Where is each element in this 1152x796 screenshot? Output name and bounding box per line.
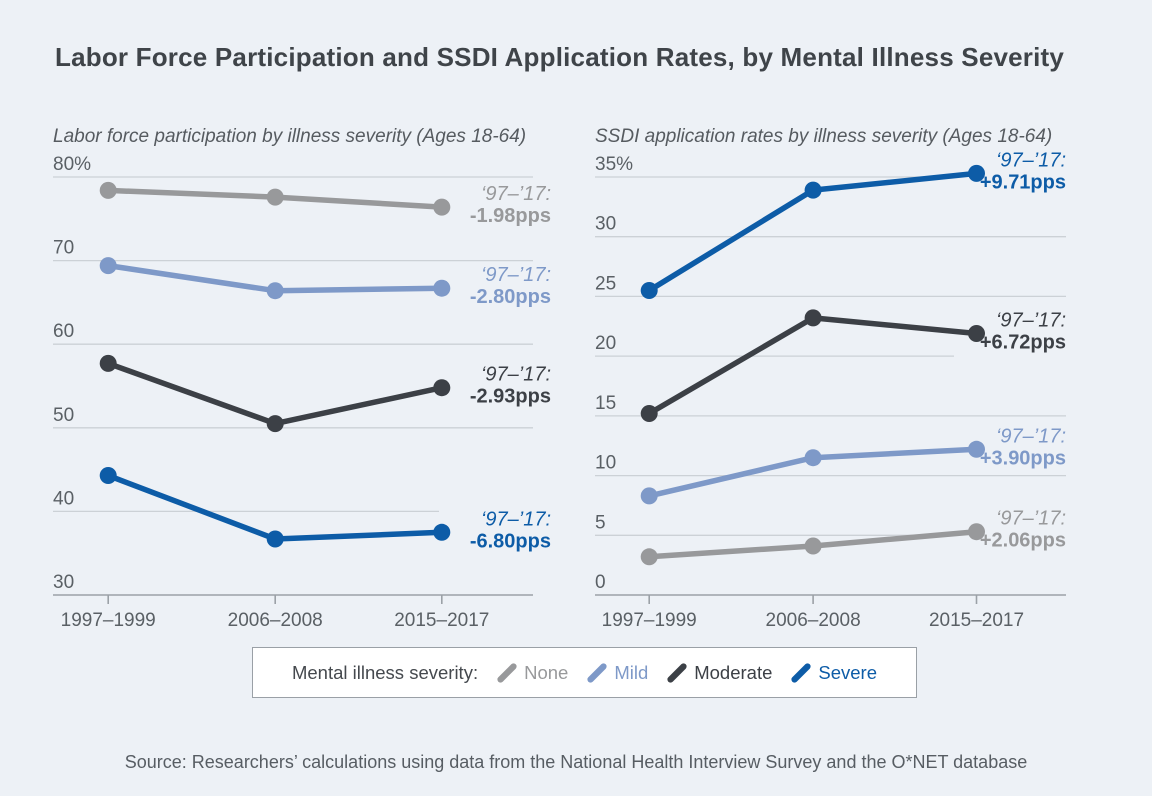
series-line-severe <box>105 472 445 542</box>
y-axis-label: 30 <box>53 572 74 593</box>
legend-item-severe: Severe <box>790 662 877 684</box>
x-axis-label: 1997–1999 <box>61 610 156 631</box>
y-axis-label: 0 <box>595 572 606 593</box>
y-axis-label: 80% <box>53 154 91 175</box>
legend-item-none: None <box>496 662 568 684</box>
y-axis-label: 40 <box>53 488 74 509</box>
series-line-moderate <box>646 315 980 417</box>
data-point-severe <box>968 164 985 182</box>
y-axis-label: 70 <box>53 238 74 259</box>
data-point-moderate <box>433 379 451 397</box>
data-point-none <box>266 188 284 206</box>
data-point-none <box>99 181 117 199</box>
line-swatch-icon <box>791 662 811 683</box>
x-axis-label: 2015–2017 <box>394 610 489 631</box>
source-note: Source: Researchers’ calculations using … <box>124 752 1028 772</box>
chart-labor-force-participation: Labor force participation by illness sev… <box>53 126 613 706</box>
data-point-severe <box>640 282 658 299</box>
series-line-moderate <box>105 360 445 427</box>
legend-item-label: Mild <box>614 661 649 683</box>
x-axis-label: 1997–1999 <box>602 610 697 631</box>
data-point-severe <box>433 523 451 541</box>
annotation-delta-none: +2.06pps <box>980 530 1066 552</box>
line-swatch-icon <box>667 662 687 683</box>
chart-ssdi-application-rates: SSDI application rates by illness severi… <box>595 126 1152 706</box>
data-point-none <box>640 548 658 566</box>
y-axis-label: 10 <box>595 453 616 474</box>
data-point-none <box>804 537 822 555</box>
line-swatch-icon <box>497 662 517 683</box>
legend-item-mild: Mild <box>586 662 648 684</box>
annotation-period-severe: ‘97–’17: <box>996 149 1066 171</box>
legend-item-label: Severe <box>818 661 878 683</box>
annotation-delta-mild: +3.90pps <box>980 447 1066 469</box>
y-axis-label: 35% <box>595 154 633 175</box>
data-point-moderate <box>640 405 658 422</box>
annotation-period-severe: ‘97–’17: <box>481 508 551 530</box>
y-axis-label: 15 <box>595 393 616 414</box>
chart-subtitle: SSDI application rates by illness severi… <box>595 126 1053 147</box>
data-point-none <box>433 198 451 216</box>
legend-item-label: Moderate <box>694 661 773 683</box>
y-axis-label: 5 <box>595 512 606 533</box>
data-point-mild <box>640 487 658 505</box>
annotation-delta-severe: -6.80pps <box>470 530 551 552</box>
x-axis-label: 2015–2017 <box>929 610 1024 631</box>
annotation-period-moderate: ‘97–’17: <box>481 364 551 386</box>
annotation-delta-moderate: +6.72pps <box>980 332 1066 354</box>
legend-title: Mental illness severity: <box>291 661 479 683</box>
y-axis-label: 60 <box>53 321 74 342</box>
annotation-period-none: ‘97–’17: <box>481 183 551 205</box>
y-axis-label: 50 <box>53 405 74 426</box>
x-axis-label: 2006–2008 <box>766 610 861 631</box>
data-point-severe <box>99 467 117 484</box>
data-point-mild <box>968 440 985 458</box>
y-axis-label: 30 <box>595 214 616 235</box>
annotation-period-mild: ‘97–’17: <box>996 425 1066 447</box>
annotation-delta-none: -1.98pps <box>470 205 551 227</box>
annotation-period-mild: ‘97–’17: <box>481 264 551 286</box>
data-point-severe <box>266 530 284 548</box>
data-point-moderate <box>968 325 985 342</box>
data-point-mild <box>433 279 451 297</box>
annotation-delta-mild: -2.80pps <box>470 286 551 308</box>
y-axis-label: 25 <box>595 273 616 294</box>
annotation-period-moderate: ‘97–’17: <box>996 310 1066 332</box>
data-point-none <box>968 523 985 541</box>
data-point-moderate <box>266 415 284 433</box>
data-point-moderate <box>804 309 822 327</box>
page-title: Labor Force Participation and SSDI Appli… <box>55 42 1065 72</box>
annotation-delta-moderate: -2.93pps <box>470 386 551 408</box>
legend: Mental illness severity: None Mild Moderat… <box>252 647 917 698</box>
data-point-moderate <box>99 354 117 372</box>
annotation-delta-severe: +9.71pps <box>980 171 1066 193</box>
x-axis-label: 2006–2008 <box>228 610 323 631</box>
data-point-severe <box>804 181 822 199</box>
y-axis-label: 20 <box>595 333 616 354</box>
legend-item-moderate: Moderate <box>666 662 772 684</box>
annotation-period-none: ‘97–’17: <box>996 508 1066 530</box>
chart-plot: 35% 30 25 20 15 10 5 0 1997–1999 2006–2008 2015–20… <box>595 149 1066 631</box>
data-point-mild <box>266 282 284 300</box>
data-point-mild <box>804 449 822 467</box>
data-point-mild <box>99 257 117 275</box>
chart-plot: 80% 70 60 50 40 30 1997–1999 2006–2008 2015–2017… <box>53 154 551 631</box>
legend-item-label: None <box>524 661 569 683</box>
line-swatch-icon <box>587 662 607 683</box>
chart-subtitle: Labor force participation by illness sev… <box>53 126 527 147</box>
